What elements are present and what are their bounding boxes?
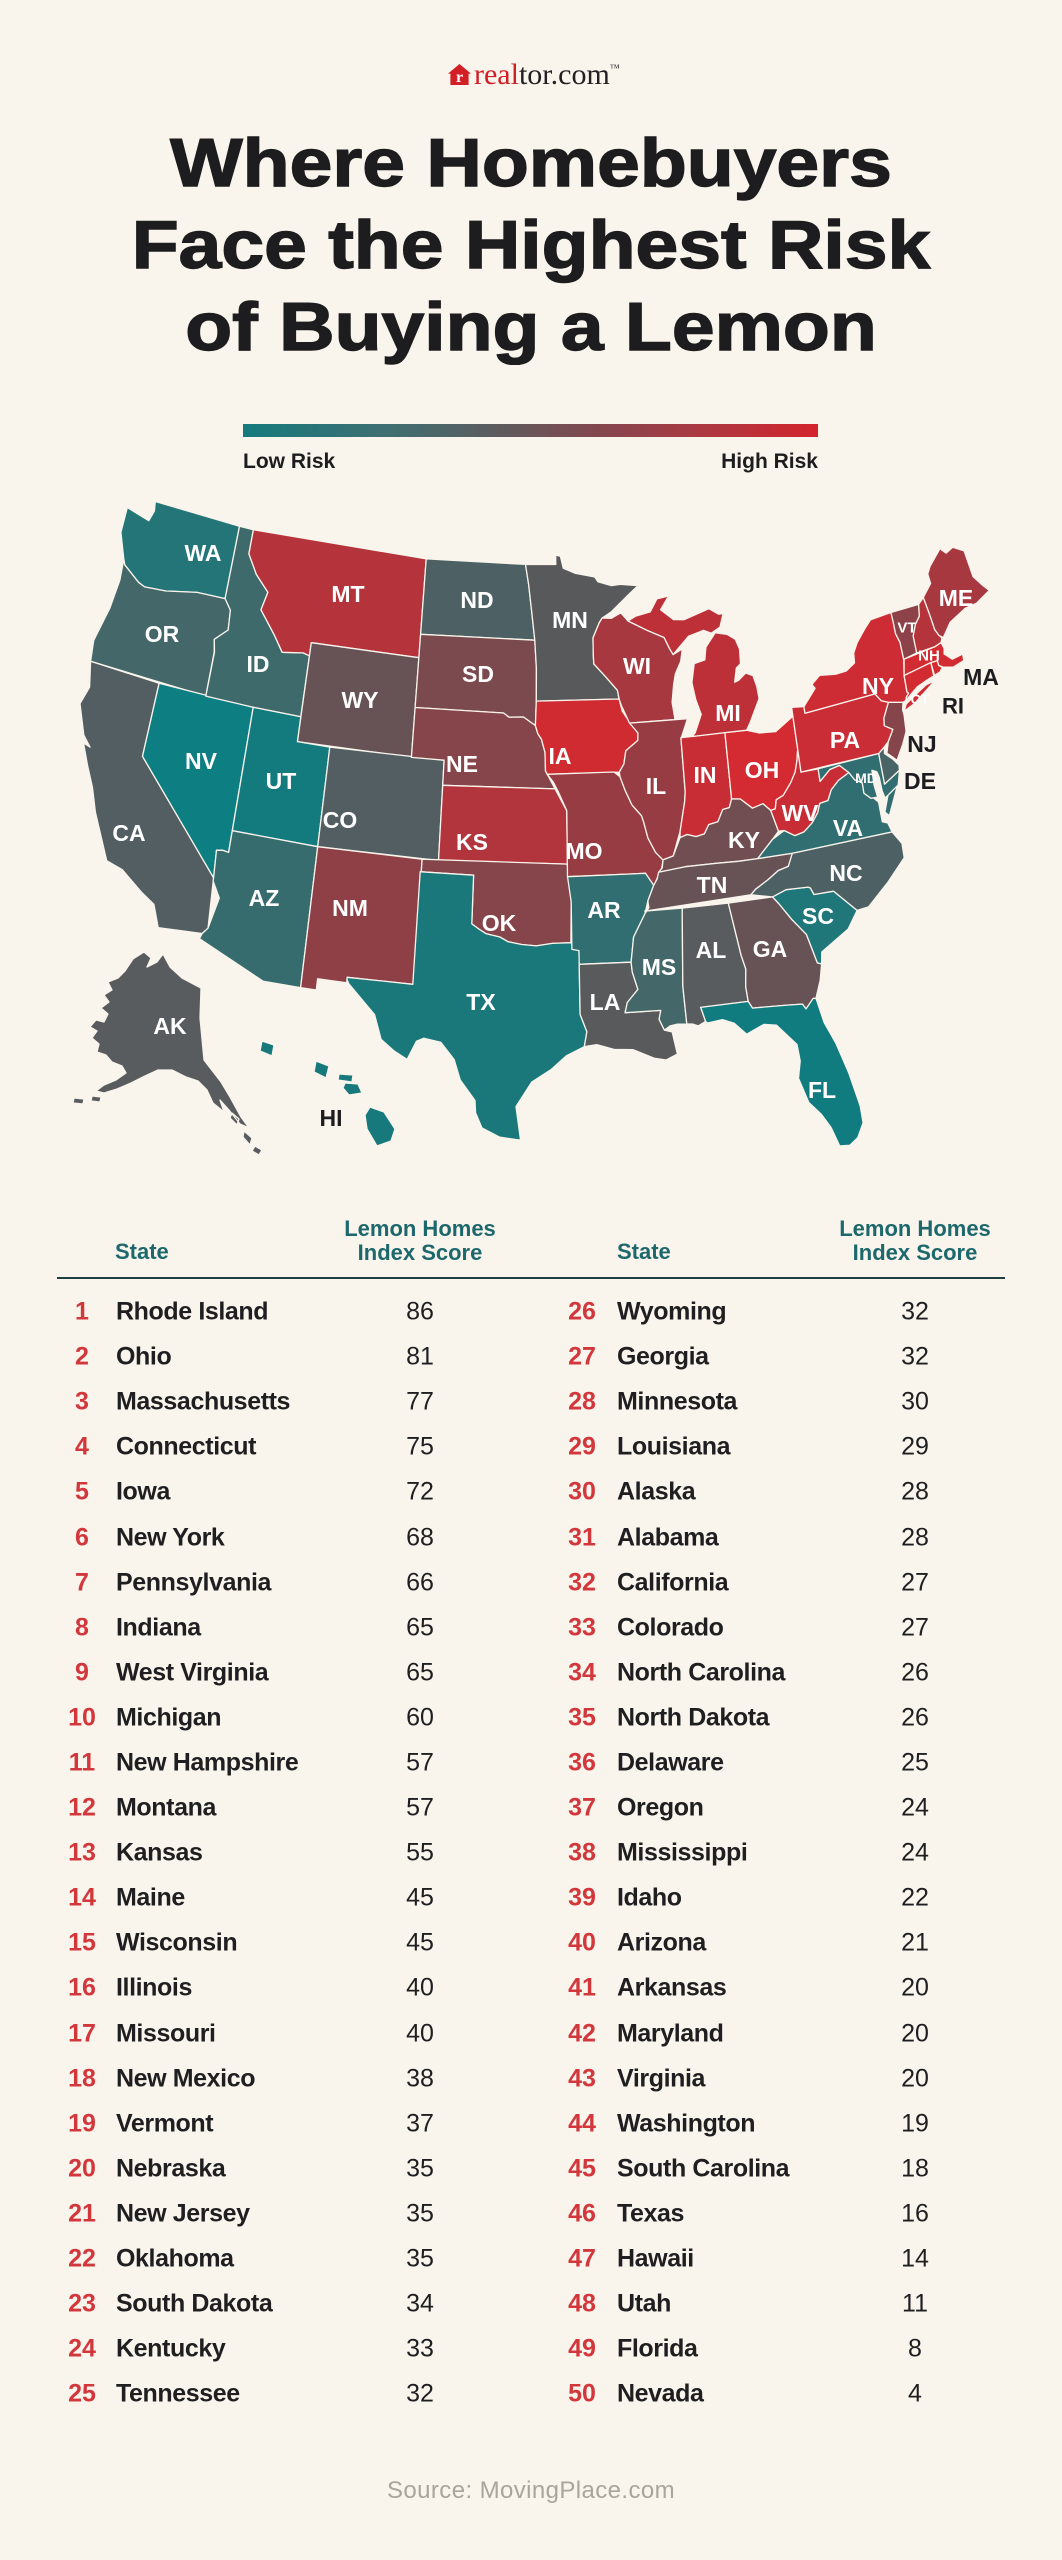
svg-text:AL: AL (696, 937, 727, 963)
svg-text:KS: KS (456, 829, 488, 855)
svg-text:UT: UT (266, 768, 297, 794)
svg-text:r: r (456, 69, 463, 86)
svg-text:AZ: AZ (249, 885, 280, 911)
svg-text:SD: SD (462, 661, 494, 687)
svg-text:MT: MT (331, 581, 364, 607)
svg-text:DE: DE (904, 768, 936, 794)
svg-text:PA: PA (830, 727, 860, 753)
svg-text:AR: AR (587, 897, 621, 923)
svg-text:CO: CO (323, 807, 358, 833)
svg-text:MI: MI (715, 700, 741, 726)
svg-text:MN: MN (552, 607, 588, 633)
svg-text:MO: MO (565, 838, 602, 864)
svg-text:NE: NE (446, 751, 478, 777)
svg-text:MA: MA (963, 664, 999, 690)
svg-text:MS: MS (642, 954, 677, 980)
svg-text:MD: MD (855, 770, 877, 786)
svg-text:VT: VT (897, 620, 916, 637)
svg-text:NJ: NJ (907, 731, 936, 757)
svg-text:IL: IL (646, 773, 666, 799)
svg-text:OK: OK (482, 910, 517, 936)
svg-text:WV: WV (781, 800, 819, 826)
svg-text:TN: TN (697, 872, 728, 898)
svg-text:NV: NV (185, 748, 218, 774)
svg-text:SC: SC (802, 903, 834, 929)
svg-text:GA: GA (753, 936, 788, 962)
svg-text:TX: TX (466, 989, 496, 1015)
svg-text:ND: ND (460, 587, 493, 613)
svg-text:ME: ME (939, 585, 974, 611)
svg-text:WA: WA (184, 540, 221, 566)
svg-text:HI: HI (320, 1105, 343, 1131)
svg-text:CT: CT (911, 691, 930, 707)
svg-text:VA: VA (833, 815, 863, 841)
svg-text:WY: WY (341, 687, 378, 713)
svg-text:OH: OH (745, 757, 780, 783)
svg-text:IA: IA (549, 743, 572, 769)
svg-text:FL: FL (808, 1077, 836, 1103)
svg-text:CA: CA (112, 820, 145, 846)
svg-text:RI: RI (942, 694, 964, 719)
svg-text:AK: AK (153, 1013, 187, 1039)
svg-text:WI: WI (623, 653, 651, 679)
svg-text:NY: NY (862, 673, 894, 699)
svg-text:IN: IN (694, 762, 717, 788)
svg-text:NH: NH (918, 648, 940, 665)
svg-text:NM: NM (332, 895, 368, 921)
svg-text:OR: OR (145, 621, 180, 647)
svg-text:ID: ID (247, 651, 270, 677)
svg-text:LA: LA (590, 989, 621, 1015)
svg-text:NC: NC (829, 860, 862, 886)
svg-text:KY: KY (728, 827, 760, 853)
